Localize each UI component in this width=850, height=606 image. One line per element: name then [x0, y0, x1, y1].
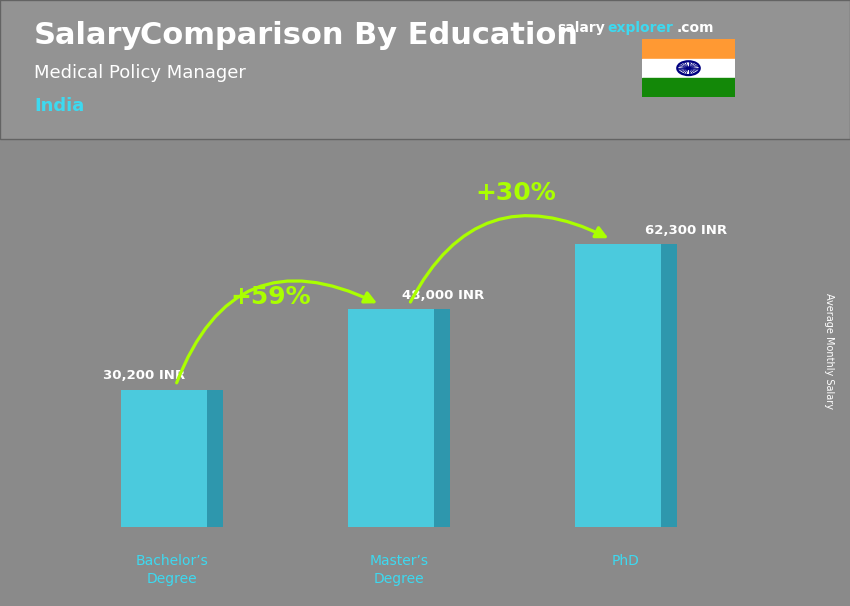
Bar [642, 39, 735, 59]
Polygon shape [575, 244, 660, 527]
Polygon shape [122, 390, 207, 527]
Text: Average Monthly Salary: Average Monthly Salary [824, 293, 834, 410]
Text: 62,300 INR: 62,300 INR [645, 224, 727, 237]
Polygon shape [660, 244, 677, 527]
Text: +30%: +30% [475, 181, 556, 205]
Text: .com: .com [677, 21, 714, 35]
Circle shape [687, 67, 690, 69]
Text: India: India [34, 97, 84, 115]
Bar [642, 59, 735, 78]
Text: Comparison By Education: Comparison By Education [140, 21, 578, 50]
Polygon shape [207, 390, 224, 527]
Text: Bachelor’s
Degree: Bachelor’s Degree [136, 554, 208, 586]
Text: Medical Policy Manager: Medical Policy Manager [34, 64, 246, 82]
Polygon shape [348, 309, 434, 527]
Text: Master’s
Degree: Master’s Degree [370, 554, 428, 586]
Text: 48,000 INR: 48,000 INR [402, 289, 484, 302]
Text: +59%: +59% [230, 285, 311, 308]
Text: PhD: PhD [612, 554, 639, 568]
Text: 30,200 INR: 30,200 INR [103, 368, 185, 382]
Text: salary: salary [557, 21, 604, 35]
Polygon shape [434, 309, 450, 527]
Text: Salary: Salary [34, 21, 142, 50]
Bar [642, 78, 735, 97]
Text: explorer: explorer [608, 21, 673, 35]
